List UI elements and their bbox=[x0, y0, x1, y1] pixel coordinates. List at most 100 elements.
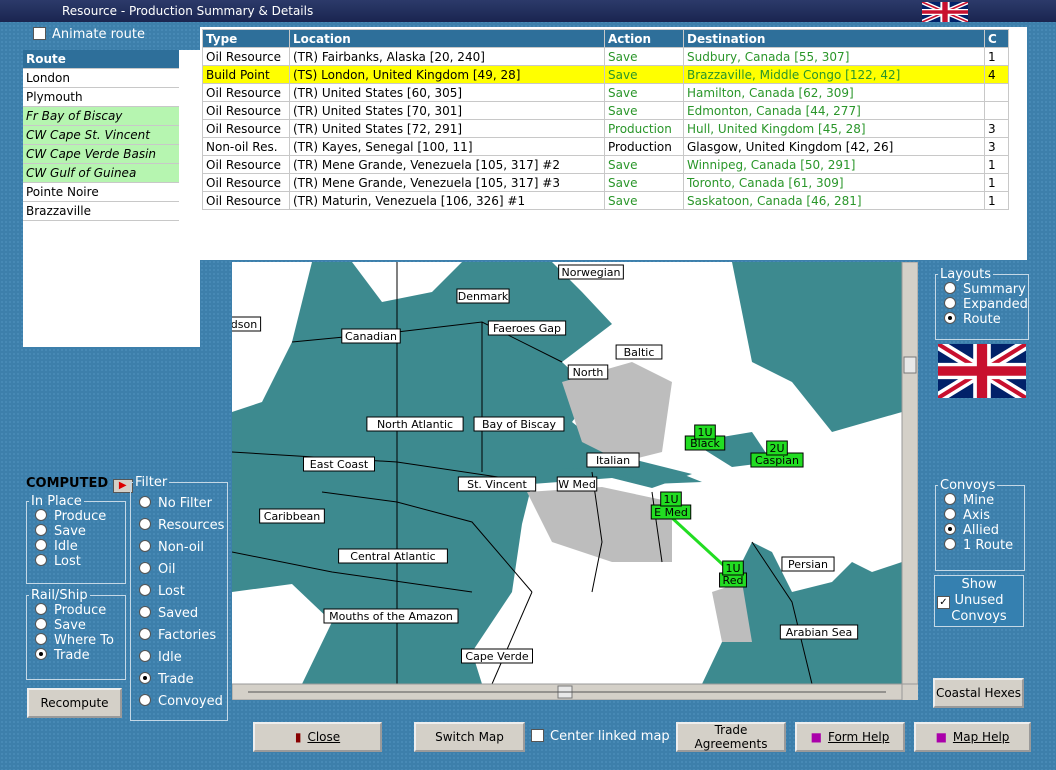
group-legend: Rail/Ship bbox=[31, 588, 88, 603]
map-label: North bbox=[573, 366, 604, 379]
radio-label: Saved bbox=[158, 606, 199, 621]
flag bbox=[922, 2, 968, 22]
recompute-button[interactable]: Recompute bbox=[27, 688, 122, 718]
convoys-group: Convoys Mine Axis Allied 1 Route bbox=[935, 478, 1025, 571]
radio-option[interactable]: Resources bbox=[139, 515, 227, 537]
radio-option[interactable]: Expanded bbox=[944, 297, 1028, 312]
radio-option[interactable]: Where To bbox=[35, 633, 125, 648]
table-row[interactable]: Oil Resource (TR) United States [60, 305]… bbox=[202, 83, 1009, 102]
table-cell: (TR) Mene Grande, Venezuela [105, 317] #… bbox=[289, 155, 605, 174]
window-title: Resource - Production Summary & Details bbox=[62, 4, 314, 18]
table-cell: Edmonton, Canada [44, 277] bbox=[683, 101, 985, 120]
center-linked-label: Center linked map bbox=[550, 729, 670, 744]
route-item[interactable]: CW Gulf of Guinea bbox=[23, 164, 179, 183]
radio-label: Resources bbox=[158, 518, 225, 533]
table-cell: Hamilton, Canada [62, 309] bbox=[683, 83, 985, 102]
animate-route[interactable]: Animate route bbox=[33, 27, 145, 42]
map-label-box bbox=[473, 416, 565, 432]
radio-option[interactable]: Allied bbox=[944, 523, 1024, 538]
radio-option[interactable]: Idle bbox=[139, 647, 227, 669]
route-item[interactable]: CW Cape St. Vincent bbox=[23, 126, 179, 145]
computed-label: COMPUTED ▶ bbox=[26, 476, 133, 493]
table-row[interactable]: Build Point (TS) London, United Kingdom [… bbox=[202, 65, 1009, 84]
radio-option[interactable]: 1 Route bbox=[944, 538, 1024, 553]
show-unused[interactable]: ✓ Show Unused Convoys bbox=[934, 575, 1024, 627]
radio-label: 1 Route bbox=[963, 538, 1014, 553]
radio-option[interactable]: Lost bbox=[139, 581, 227, 603]
route-item[interactable]: Plymouth bbox=[23, 88, 179, 107]
table-cell: 1 bbox=[984, 47, 1009, 66]
table-cell: Winnipeg, Canada [50, 291] bbox=[683, 155, 985, 174]
computed-text: COMPUTED bbox=[26, 476, 109, 491]
table-row[interactable]: Non-oil Res. (TR) Kayes, Senegal [100, 11… bbox=[202, 137, 1009, 156]
radio-option[interactable]: Saved bbox=[139, 603, 227, 625]
switch-map-button[interactable]: Switch Map bbox=[414, 722, 525, 752]
table-row[interactable]: Oil Resource (TR) United States [72, 291]… bbox=[202, 119, 1009, 138]
route-item[interactable]: Brazzaville bbox=[23, 202, 179, 221]
radio-option[interactable]: Oil bbox=[139, 559, 227, 581]
map[interactable]: Norwegian Denmark Faeroes Gap Canadian dson B… bbox=[226, 261, 919, 701]
radio bbox=[35, 633, 47, 645]
radio bbox=[944, 538, 956, 550]
radio-option[interactable]: Trade bbox=[139, 669, 227, 691]
radio-option[interactable]: Route bbox=[944, 312, 1028, 327]
form-help-label: Form Help bbox=[827, 730, 890, 744]
radio-option[interactable]: Idle bbox=[35, 539, 125, 554]
column-header: Destination bbox=[683, 29, 985, 48]
table-row[interactable]: Oil Resource (TR) United States [70, 301]… bbox=[202, 101, 1009, 120]
group-legend: In Place bbox=[31, 494, 82, 509]
map-label-box bbox=[556, 476, 598, 492]
radio-option[interactable]: Axis bbox=[944, 508, 1024, 523]
radio-option[interactable]: Save bbox=[35, 618, 125, 633]
map-label-box bbox=[615, 344, 663, 360]
unit-tag: 1U bbox=[663, 493, 678, 506]
route-item[interactable]: Pointe Noire bbox=[23, 183, 179, 202]
radio-option[interactable]: Produce bbox=[35, 603, 125, 618]
table-row[interactable]: Oil Resource (TR) Mene Grande, Venezuela … bbox=[202, 155, 1009, 174]
form-help-button[interactable]: ■ Form Help bbox=[795, 722, 905, 752]
map-label-box bbox=[341, 328, 401, 344]
radio-label: Oil bbox=[158, 562, 176, 577]
table-cell: (TR) Fairbanks, Alaska [20, 240] bbox=[289, 47, 605, 66]
map-help-button[interactable]: ■ Map Help bbox=[914, 722, 1031, 752]
group-legend: Layouts bbox=[940, 267, 991, 282]
radio-label: Trade bbox=[158, 672, 194, 687]
map-label: Mouths of the Amazon bbox=[329, 610, 453, 623]
radio-label: Where To bbox=[54, 633, 114, 648]
radio-option[interactable]: Save bbox=[35, 524, 125, 539]
route-item[interactable]: Fr Bay of Biscay bbox=[23, 107, 179, 126]
table-cell: (TR) United States [60, 305] bbox=[289, 83, 605, 102]
table-cell: Save bbox=[604, 173, 684, 192]
center-linked[interactable]: Center linked map bbox=[531, 729, 670, 744]
radio bbox=[35, 539, 47, 551]
radio-option[interactable]: Mine bbox=[944, 493, 1024, 508]
route-item[interactable]: London bbox=[23, 69, 179, 88]
table-row[interactable]: Oil Resource (TR) Mene Grande, Venezuela … bbox=[202, 173, 1009, 192]
radio-option[interactable]: Produce bbox=[35, 509, 125, 524]
map-label: Bay of Biscay bbox=[482, 418, 557, 431]
route-item[interactable]: CW Cape Verde Basin bbox=[23, 145, 179, 164]
title-bar: Resource - Production Summary & Details bbox=[0, 0, 1056, 22]
map-label-box bbox=[323, 608, 459, 624]
radio-option[interactable]: Convoyed bbox=[139, 691, 227, 713]
radio-option[interactable]: Summary bbox=[944, 282, 1028, 297]
table-row[interactable]: Oil Resource (TR) Maturin, Venezuela [106… bbox=[202, 191, 1009, 210]
close-button[interactable]: ▮ Close bbox=[253, 722, 382, 752]
table-cell: Save bbox=[604, 65, 684, 84]
radio-option[interactable]: Lost bbox=[35, 554, 125, 569]
radio bbox=[35, 509, 47, 521]
radio bbox=[139, 694, 151, 706]
map-label-box bbox=[781, 556, 835, 572]
map-label: Faeroes Gap bbox=[493, 322, 561, 335]
radio-option[interactable]: Trade bbox=[35, 648, 125, 663]
table-cell: 1 bbox=[984, 191, 1009, 210]
radio-option[interactable]: Factories bbox=[139, 625, 227, 647]
map-label: Italian bbox=[596, 454, 630, 467]
coastal-hexes-button[interactable]: Coastal Hexes bbox=[933, 678, 1024, 708]
trade-button[interactable]: Trade Agreements bbox=[676, 722, 786, 752]
radio-option[interactable]: Non-oil bbox=[139, 537, 227, 559]
radio-option[interactable]: No Filter bbox=[139, 493, 227, 515]
filter-group: Filter No Filter Resources Non-oil Oil Lost Sa… bbox=[130, 475, 228, 721]
table-cell: Save bbox=[604, 191, 684, 210]
table-row[interactable]: Oil Resource (TR) Fairbanks, Alaska [20, … bbox=[202, 47, 1009, 66]
